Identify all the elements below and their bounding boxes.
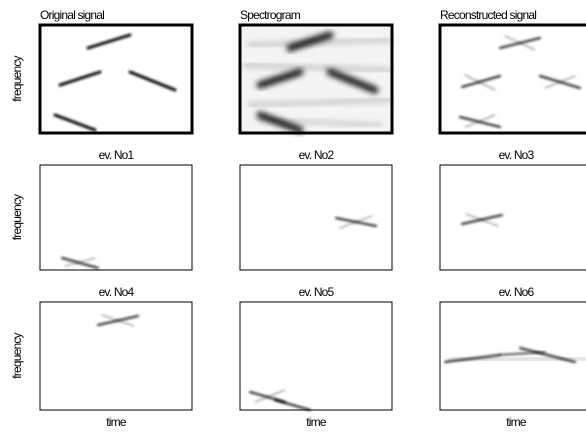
panel-title: ev. No3 bbox=[499, 148, 535, 162]
signal-stroke bbox=[86, 33, 132, 50]
signal-stroke bbox=[61, 257, 99, 269]
signal-stroke bbox=[254, 389, 286, 403]
panel-frame bbox=[438, 23, 586, 135]
signal-stroke bbox=[64, 257, 96, 267]
panel-title: Original signal bbox=[40, 8, 104, 22]
y-axis-label: frequency bbox=[10, 332, 24, 378]
panel-frame bbox=[239, 301, 393, 411]
panel-frame bbox=[39, 164, 193, 271]
signal-stroke bbox=[286, 31, 334, 52]
signal-stroke bbox=[256, 111, 304, 134]
y-axis-label: frequency bbox=[10, 55, 24, 101]
signal-stroke bbox=[326, 68, 379, 94]
panel-frame bbox=[239, 164, 393, 271]
panel-strokes bbox=[53, 33, 177, 132]
panel-title: Spectrogram bbox=[240, 8, 301, 22]
x-axis-label: time bbox=[106, 415, 127, 429]
signal-stroke bbox=[504, 35, 536, 51]
panel-frame bbox=[39, 301, 193, 411]
panel-strokes bbox=[61, 257, 99, 269]
panel-frame bbox=[238, 23, 394, 135]
panel-strokes bbox=[459, 35, 581, 128]
signal-stroke bbox=[461, 75, 501, 88]
panel-strokes bbox=[335, 215, 377, 229]
signal-stroke bbox=[274, 399, 311, 411]
panel-title: ev. No4 bbox=[99, 285, 135, 299]
signal-stroke bbox=[101, 314, 135, 327]
signal-stroke bbox=[256, 68, 304, 89]
signal-stroke bbox=[247, 97, 393, 108]
signal-stroke bbox=[339, 215, 373, 229]
panel-frame bbox=[439, 301, 586, 411]
panel-title: ev. No5 bbox=[299, 285, 335, 299]
x-axis-label: time bbox=[506, 415, 527, 429]
panel-title: Reconstructed signal bbox=[440, 8, 536, 22]
panel-title: ev. No6 bbox=[499, 285, 535, 299]
signal-stroke bbox=[128, 70, 177, 92]
panel-frame bbox=[38, 23, 194, 135]
panel-strokes bbox=[249, 389, 311, 411]
signal-stroke bbox=[544, 75, 576, 89]
signal-stroke bbox=[242, 62, 393, 73]
signal-stroke bbox=[464, 74, 496, 91]
panel-strokes bbox=[461, 213, 503, 227]
signal-stroke bbox=[53, 113, 97, 132]
panel-strokes bbox=[242, 31, 393, 134]
panel-strokes bbox=[97, 314, 139, 327]
panel-frame bbox=[439, 164, 586, 271]
x-axis-label: time bbox=[306, 415, 327, 429]
signal-stroke bbox=[58, 70, 102, 87]
panel-title: ev. No2 bbox=[299, 148, 335, 162]
panel-title: ev. No1 bbox=[99, 148, 135, 162]
signal-stroke bbox=[459, 116, 501, 128]
signal-stroke bbox=[464, 114, 496, 128]
signal-stroke bbox=[465, 213, 499, 227]
panel-strokes bbox=[444, 347, 586, 363]
signal-stroke bbox=[247, 37, 393, 48]
y-axis-label: frequency bbox=[10, 194, 24, 240]
signal-stroke bbox=[447, 355, 586, 363]
